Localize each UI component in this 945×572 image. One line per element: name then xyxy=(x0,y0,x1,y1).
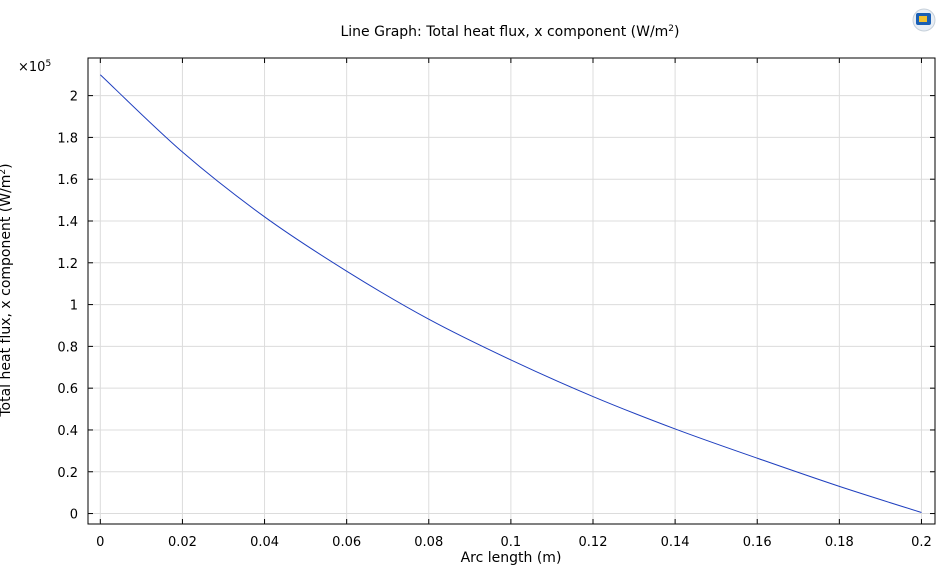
grid xyxy=(88,58,935,524)
series-line xyxy=(99,74,922,513)
y-axis-multiplier: ×105 xyxy=(18,59,51,75)
y-tick-label: 0.4 xyxy=(57,424,78,439)
x-tick-label: 0.02 xyxy=(168,535,197,550)
x-tick-label: 0.18 xyxy=(825,535,854,550)
y-tick-label: 1 xyxy=(70,299,78,314)
y-tick-label: 1.8 xyxy=(57,131,78,146)
x-tick-label: 0.1 xyxy=(501,535,522,550)
x-tick-label: 0.04 xyxy=(250,535,279,550)
x-tick-label: 0.12 xyxy=(579,535,608,550)
x-tick-label: 0.06 xyxy=(332,535,361,550)
x-tick-label: 0.14 xyxy=(661,535,690,550)
x-tick-label: 0.08 xyxy=(414,535,443,550)
x-tick-label: 0.16 xyxy=(743,535,772,550)
y-tick-label: 1.6 xyxy=(57,173,78,188)
y-tick-label: 0.8 xyxy=(57,340,78,355)
y-tick-label: 1.2 xyxy=(57,257,78,272)
x-tick-label: 0 xyxy=(96,535,104,550)
y-tick-label: 0 xyxy=(70,508,78,523)
y-tick-label: 1.4 xyxy=(57,215,78,230)
x-tick-label: 0.2 xyxy=(911,535,932,550)
y-axis-ticks: 0 0.2 0.4 0.6 0.8 1 1.2 1.4 1.6 1.8 2 xyxy=(57,90,935,523)
plot-area xyxy=(87,57,936,525)
y-tick-label: 0.6 xyxy=(57,382,78,397)
comsol-app-icon[interactable] xyxy=(912,8,936,32)
y-tick-label: 2 xyxy=(70,90,78,105)
chart-title: Line Graph: Total heat flux, x component… xyxy=(340,24,679,40)
y-tick-label: 0.2 xyxy=(57,466,78,481)
y-axis-title: Total heat flux, x component (W/m2) xyxy=(0,163,14,417)
x-axis-ticks: 0 0.02 0.04 0.06 0.08 0.1 0.12 0.14 0.16 0.18 0.2 xyxy=(96,58,932,550)
series-layer xyxy=(99,74,922,513)
x-axis-title: Arc length (m) xyxy=(461,550,562,566)
